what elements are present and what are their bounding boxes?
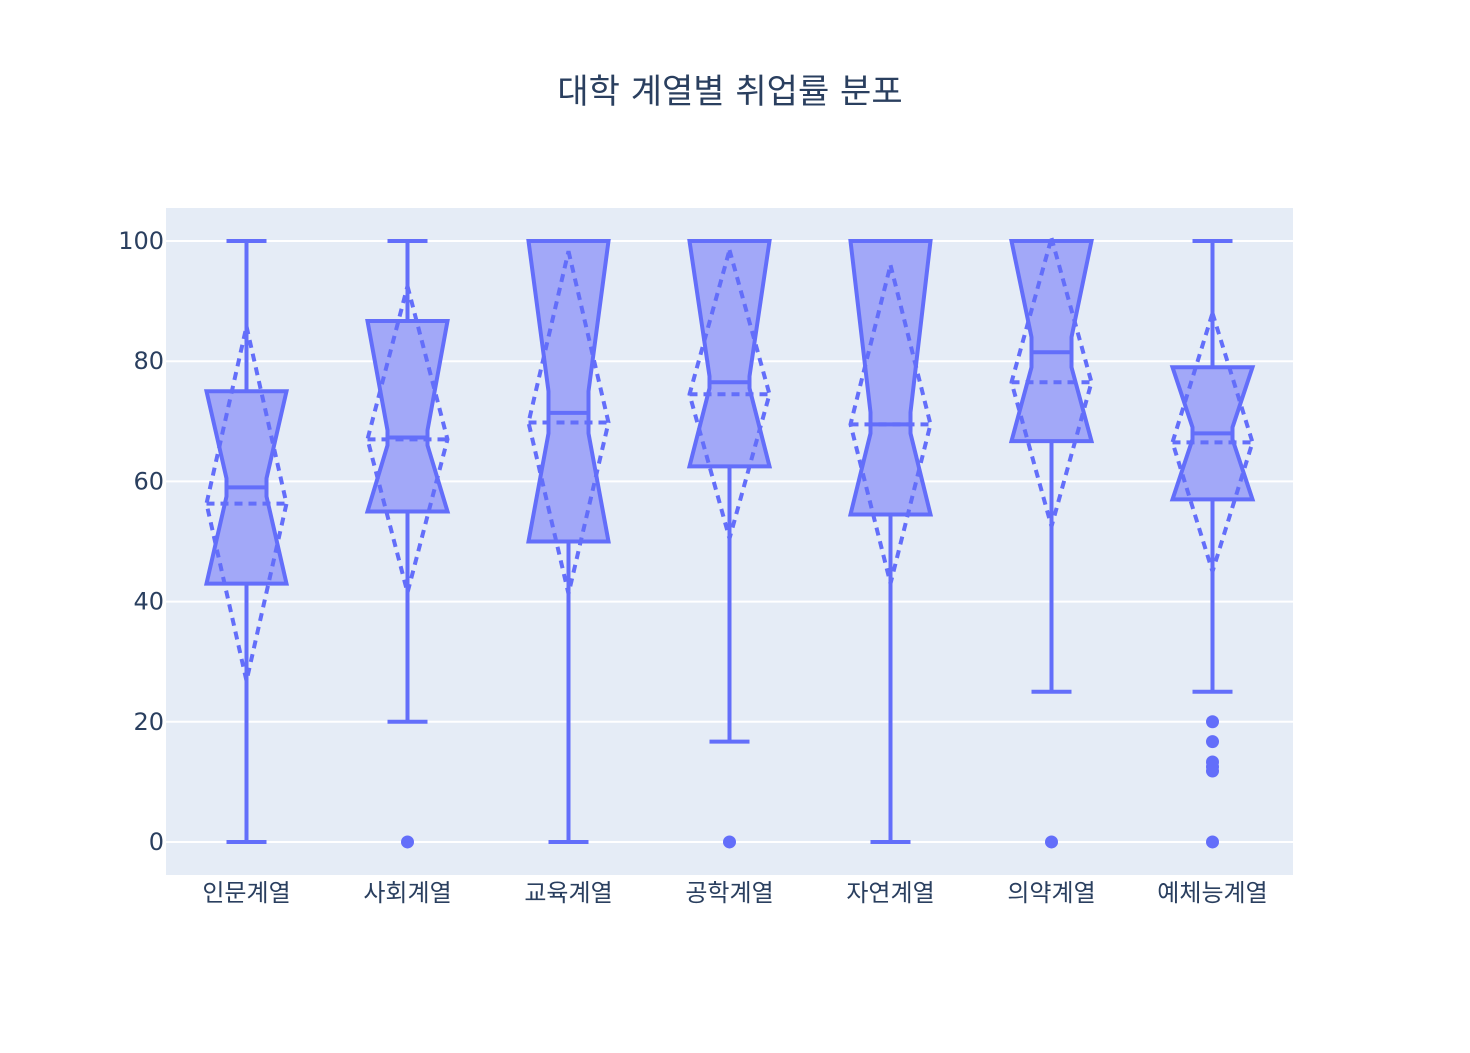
sd-diamond [687,242,772,546]
box-7 [1169,239,1256,849]
box-4 [686,239,773,849]
box-body [1008,239,1095,444]
outlier-point [401,835,414,849]
box-body [847,239,934,517]
box-6 [1008,230,1095,849]
x-tick-label: 교육계열 [524,879,612,907]
x-tick-label: 예체능계열 [1157,879,1267,907]
x-tick-label: 사회계열 [363,879,451,907]
x-tick-label: 인문계열 [202,879,290,907]
x-axis-ticks: 인문계열 사회계열 교육계열 공학계열 자연계열 의약계열 예체능계열 [202,879,1267,907]
chart-title: 대학 계열별 취업률 분포 [557,72,902,112]
sd-diamond [1009,230,1094,534]
sd-diamond [365,278,450,601]
sd-diamond [204,325,289,682]
y-tick-label: 20 [133,708,164,736]
y-tick-label: 40 [133,588,164,616]
x-tick-label: 자연계열 [846,879,934,907]
box-body [686,239,773,469]
boxes [203,230,1256,849]
outlier-point [1206,764,1219,778]
box-1 [203,239,290,844]
outlier-point [1206,835,1219,849]
y-tick-label: 80 [133,347,164,375]
x-tick-label: 공학계열 [685,879,773,907]
y-axis-ticks: 0 20 40 60 80 100 [118,227,164,856]
y-tick-label: 60 [133,467,164,495]
y-tick-label: 100 [118,227,164,255]
sd-diamond [1170,306,1255,579]
y-tick-label: 0 [149,828,164,856]
box-body [526,239,611,544]
box-3 [526,239,611,844]
outlier-point [1206,735,1219,749]
sd-diamond [526,250,611,595]
outlier-point [1206,715,1219,729]
sd-diamond [848,264,933,585]
outlier-point [723,835,736,849]
outlier-point [1045,835,1058,849]
x-tick-label: 의약계열 [1007,879,1095,907]
box-5 [847,239,934,844]
box-2 [364,239,451,849]
